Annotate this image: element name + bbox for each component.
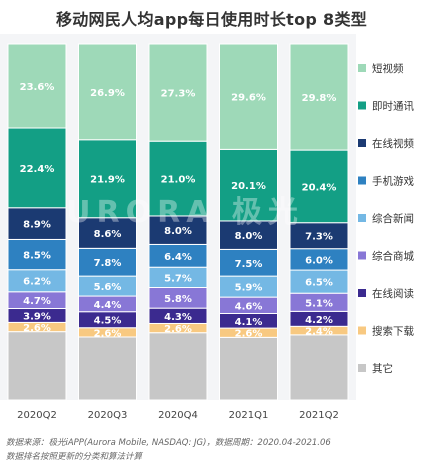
legend-swatch-6 xyxy=(358,289,366,297)
legend-label-3: 手机游戏 xyxy=(372,175,414,188)
data-label-2020Q2-6: 8.9% xyxy=(23,220,51,231)
data-label-2020Q3-6: 8.6% xyxy=(94,229,122,240)
data-label-2020Q4-8: 27.3% xyxy=(161,89,196,100)
ranking-method-note: 数据排名按照更新的分类和算法计算 xyxy=(6,452,143,462)
bar-segment-2020Q3-5 xyxy=(78,247,137,277)
bar-segment-2020Q2-5 xyxy=(7,238,67,271)
data-label-2021Q1-8: 29.6% xyxy=(231,93,266,104)
data-label-2021Q1-7: 20.1% xyxy=(231,181,266,192)
data-label-2020Q2-5: 8.5% xyxy=(23,251,51,262)
legend-swatch-8 xyxy=(358,364,366,372)
data-label-2021Q2-1: 2.4% xyxy=(305,327,333,338)
bar-segment-2021Q2-0 xyxy=(289,334,349,401)
data-label-2021Q1-2: 4.1% xyxy=(235,317,263,328)
x-tick-label-2020Q4: 2020Q4 xyxy=(158,410,198,421)
legend-swatch-0 xyxy=(358,64,366,72)
data-label-2020Q2-2: 3.9% xyxy=(23,311,51,322)
data-label-2021Q2-3: 5.1% xyxy=(305,298,333,309)
data-label-2020Q2-7: 22.4% xyxy=(20,164,55,175)
x-tick-label-2021Q2: 2021Q2 xyxy=(299,410,339,421)
bar-segment-2021Q1-8 xyxy=(219,43,278,150)
bar-segment-2021Q1-5 xyxy=(219,248,278,277)
bar-group-2020Q4: 2.6%4.3% 5.8% 5.7% 6.4% 8.0% 21.0% 27.3% xyxy=(148,43,208,401)
bar-segment-2020Q4-6 xyxy=(148,215,208,245)
data-label-2021Q2-4: 6.5% xyxy=(305,278,333,289)
legend-swatch-7 xyxy=(358,326,366,335)
legend-label-4: 综合新闻 xyxy=(372,212,414,225)
x-tick-label-2020Q3: 2020Q3 xyxy=(88,410,128,421)
bar-segment-2020Q2-0 xyxy=(7,331,67,401)
bar-group-2021Q2: 2.4%4.2% 5.1% 6.5% 6.0% 7.3% 20.4% 29.8% xyxy=(289,43,349,401)
bar-segment-2020Q2-8 xyxy=(7,43,67,129)
data-label-2020Q4-4: 5.7% xyxy=(164,273,192,284)
watermark: URORA 极光 xyxy=(66,195,304,230)
bar-segment-2020Q3-7 xyxy=(78,139,137,219)
data-label-2020Q3-8: 26.9% xyxy=(90,88,125,99)
bar-segment-2020Q2-6 xyxy=(7,207,67,240)
data-label-2020Q3-4: 5.6% xyxy=(94,282,122,293)
bar-group-2020Q2: 2.6%3.9% 4.7% 6.2% 8.5% 8.9% 22.4% 23.6% xyxy=(7,43,67,401)
bar-segment-2020Q2-7 xyxy=(7,127,67,209)
bar-segment-2021Q1-7 xyxy=(219,148,278,222)
legend-swatch-1 xyxy=(358,101,366,110)
x-tick-label-2021Q1: 2021Q1 xyxy=(229,410,269,421)
data-label-2021Q1-6: 8.0% xyxy=(235,231,263,242)
data-label-2020Q4-7: 21.0% xyxy=(161,175,196,186)
data-label-2020Q4-2: 4.3% xyxy=(164,312,192,323)
data-label-2020Q2-4: 6.2% xyxy=(23,277,51,288)
legend-label-0: 短视频 xyxy=(372,62,404,75)
bar-segment-2020Q4-8 xyxy=(148,43,208,142)
data-label-2021Q2-7: 20.4% xyxy=(302,182,337,193)
legend-swatch-4 xyxy=(358,214,366,222)
data-label-2021Q1-3: 4.6% xyxy=(235,301,263,312)
data-label-2021Q1-1: 2.6% xyxy=(235,329,263,340)
bar-group-2020Q3: 2.6%4.5% 4.4% 5.6% 7.8% 8.6% 21.9% 26.9% xyxy=(78,43,137,401)
bar-segment-2020Q4-0 xyxy=(148,332,208,401)
data-label-2020Q4-5: 6.4% xyxy=(164,252,192,263)
data-label-2021Q2-8: 29.8% xyxy=(302,93,337,104)
legend-swatch-3 xyxy=(358,176,366,185)
data-label-2021Q1-5: 7.5% xyxy=(235,259,263,270)
bar-segment-2021Q1-0 xyxy=(219,336,278,401)
legend-swatch-2 xyxy=(358,139,366,147)
bar-group-2021Q1: 2.6%4.1% 4.6% 5.9% 7.5% 8.0% 20.1% 29.6% xyxy=(219,43,278,401)
data-label-2020Q2-3: 4.7% xyxy=(23,296,51,307)
bar-segment-2020Q4-7 xyxy=(148,140,208,217)
data-label-2020Q2-1: 2.6% xyxy=(23,323,51,334)
data-label-2021Q2-5: 6.0% xyxy=(305,255,333,266)
data-label-2020Q2-8: 23.6% xyxy=(20,82,55,93)
x-tick-label-2020Q2: 2020Q2 xyxy=(17,410,57,421)
chart-title: 移动网民人均app每日使用时长top 8类型 xyxy=(55,10,368,29)
data-label-2020Q4-3: 5.8% xyxy=(164,294,192,305)
data-label-2020Q4-6: 8.0% xyxy=(164,226,192,237)
legend-label-1: 即时通讯 xyxy=(372,100,414,113)
bar-segment-2021Q2-8 xyxy=(289,43,349,151)
data-label-2021Q2-2: 4.2% xyxy=(305,315,333,326)
data-label-2021Q2-6: 7.3% xyxy=(305,232,333,243)
legend-label-2: 在线视频 xyxy=(372,137,414,150)
data-label-2020Q3-1: 2.6% xyxy=(94,328,122,339)
data-label-2020Q3-5: 7.8% xyxy=(94,258,122,269)
data-label-2020Q3-2: 4.5% xyxy=(94,316,122,327)
data-label-2020Q3-3: 4.4% xyxy=(94,300,122,311)
data-label-2020Q4-1: 2.6% xyxy=(164,324,192,335)
data-label-2020Q3-7: 21.9% xyxy=(90,175,125,186)
bar-segment-2021Q1-6 xyxy=(219,220,278,250)
legend-label-5: 综合商城 xyxy=(372,250,414,263)
data-source-note: 数据来源：极光iAPP(Aurora Mobile, NASDAQ: JG)，数… xyxy=(6,438,331,448)
bar-segment-2020Q3-8 xyxy=(78,43,137,141)
data-label-2021Q1-4: 5.9% xyxy=(235,283,263,294)
legend-swatch-5 xyxy=(358,251,366,260)
legend-label-7: 搜索下载 xyxy=(372,325,414,338)
legend-label-6: 在线阅读 xyxy=(372,287,414,300)
bar-segment-2020Q3-0 xyxy=(78,336,137,401)
legend-label-8: 其它 xyxy=(372,362,393,375)
